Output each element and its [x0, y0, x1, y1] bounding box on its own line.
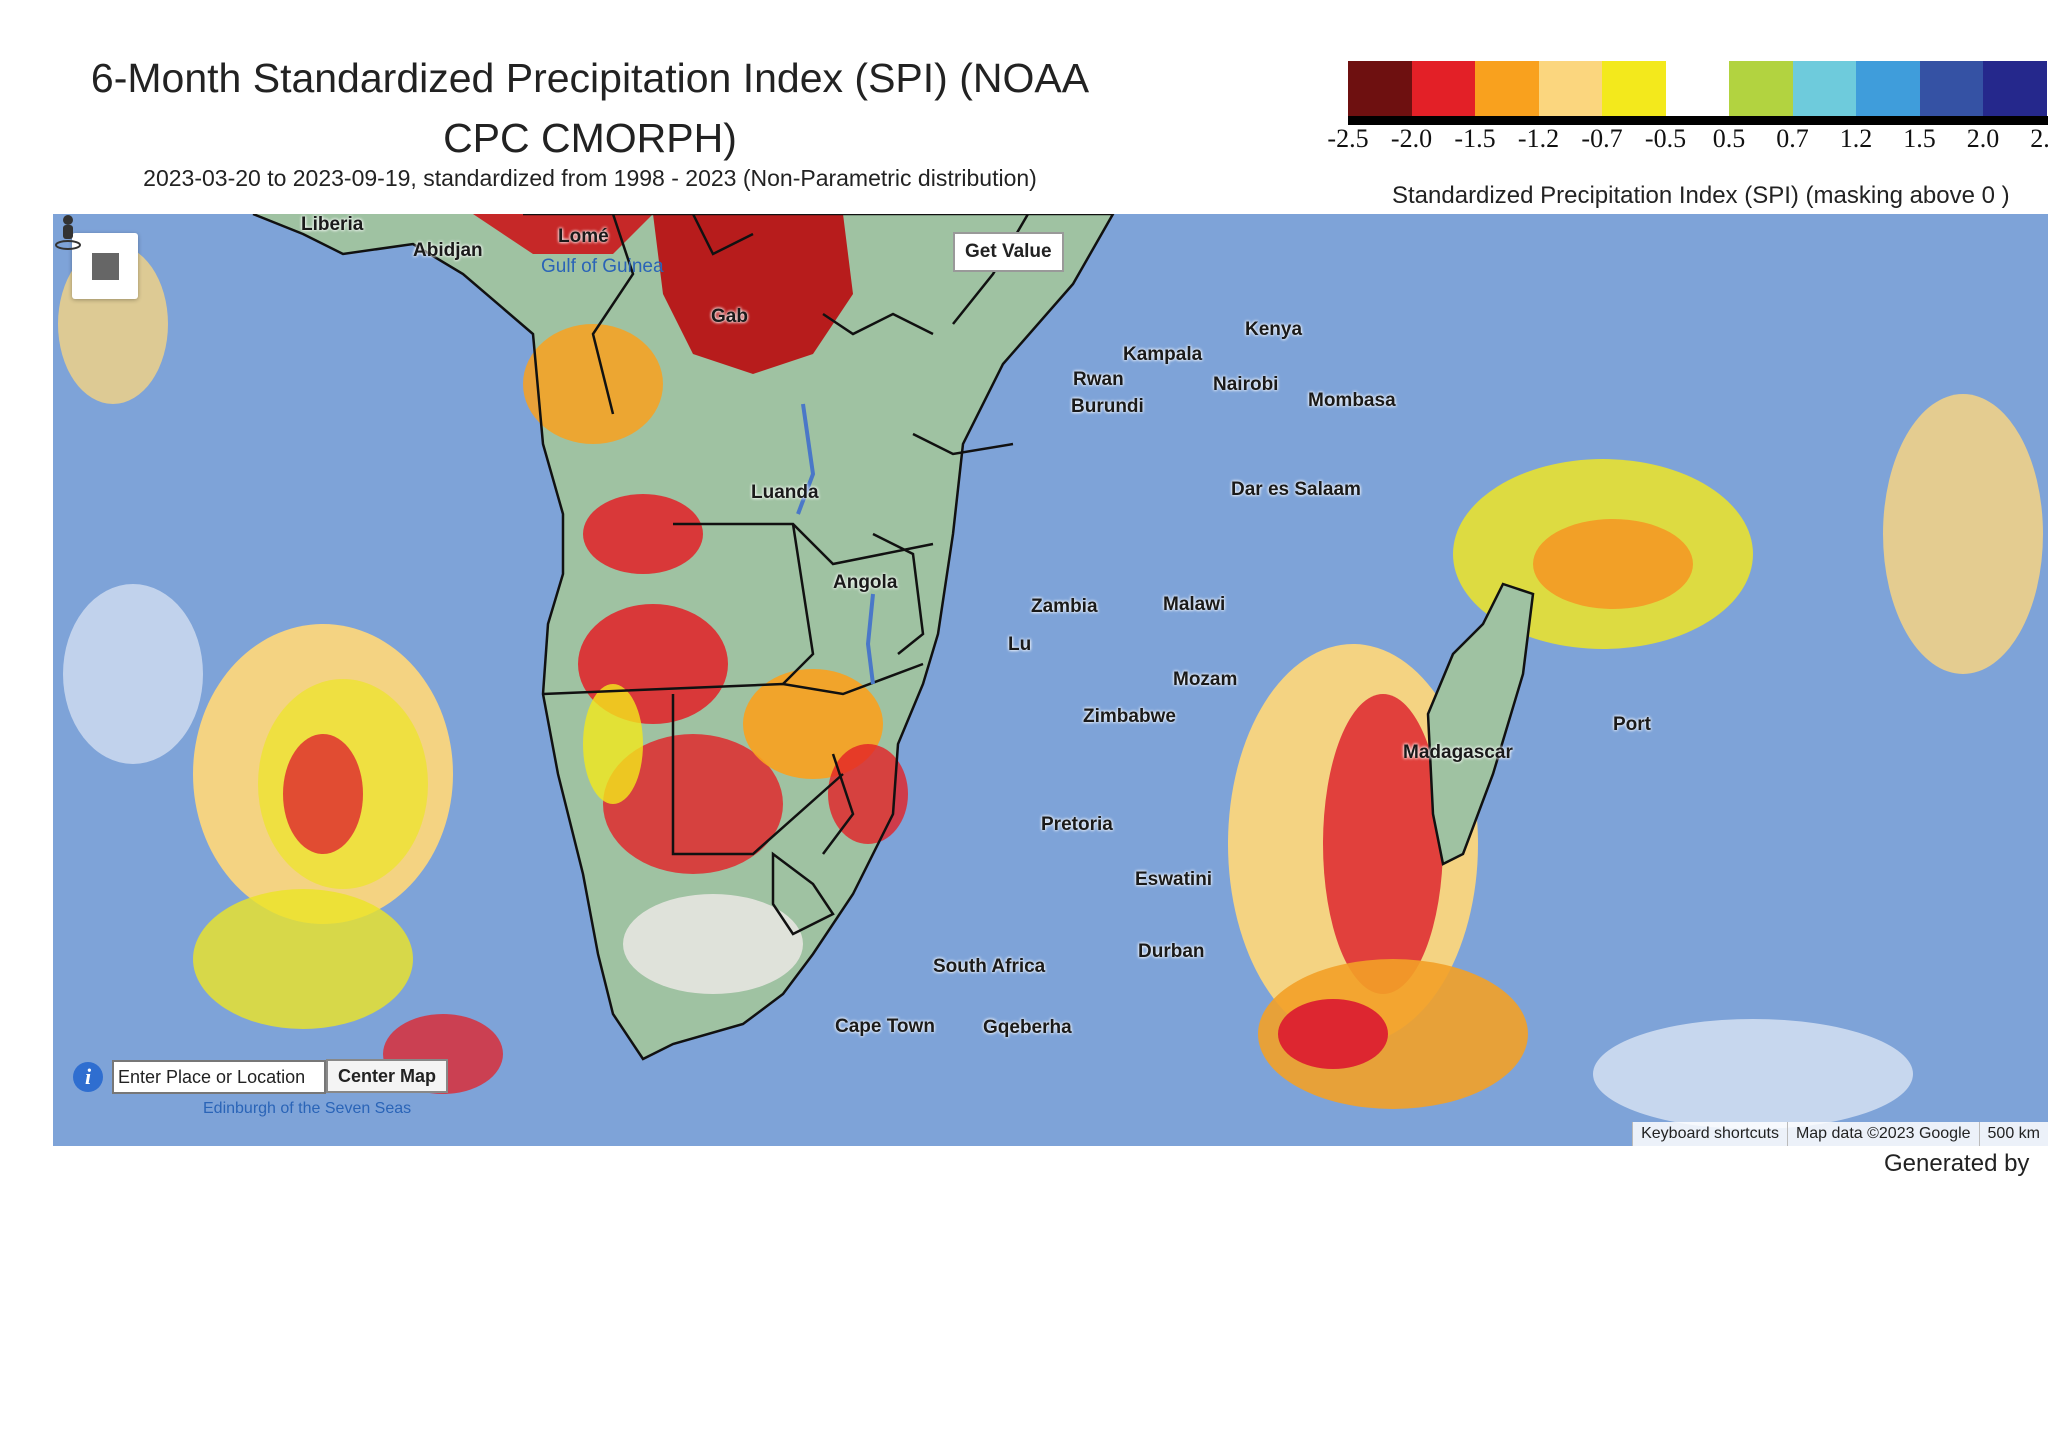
- label-liberia: Liberia: [301, 214, 364, 235]
- label-luanda: Luanda: [751, 482, 819, 503]
- map-title: 6-Month Standardized Precipitation Index…: [90, 55, 1090, 161]
- madagascar: [1426, 582, 1535, 866]
- legend-tick-label: 1.2: [1839, 124, 1873, 153]
- label-dar-es-salaam: Dar es Salaam: [1231, 479, 1361, 500]
- place-search-input[interactable]: [112, 1060, 326, 1094]
- legend-swatch: [1475, 61, 1539, 116]
- legend-tick-label: 0.7: [1776, 124, 1809, 153]
- label-nairobi: Nairobi: [1213, 374, 1279, 395]
- fullscreen-button[interactable]: [72, 233, 138, 299]
- legend-swatch: [1983, 61, 2047, 116]
- fullscreen-icon: [92, 253, 119, 280]
- map-scale[interactable]: 500 km: [1978, 1122, 2048, 1146]
- label-rwanda: Rwan: [1073, 369, 1124, 390]
- legend-tick-label: -1.5: [1454, 124, 1496, 153]
- legend-tick-label: -2.5: [1327, 124, 1369, 153]
- label-gulf-of-guinea: Gulf of Guinea: [541, 256, 664, 277]
- label-zimbabwe: Zimbabwe: [1083, 706, 1176, 727]
- label-kenya: Kenya: [1245, 319, 1303, 340]
- legend-swatch: [1602, 61, 1666, 116]
- legend-tick-label: 2.5: [2030, 124, 2048, 153]
- map-subtitle: 2023-03-20 to 2023-09-19, standardized f…: [143, 165, 1037, 191]
- label-kampala: Kampala: [1123, 344, 1203, 365]
- center-map-button[interactable]: Center Map: [326, 1059, 449, 1093]
- label-port-louis: Port: [1613, 714, 1651, 735]
- label-cape-town: Cape Town: [835, 1016, 935, 1037]
- legend-colorbar: [1348, 61, 2048, 125]
- label-eswatini: Eswatini: [1135, 869, 1213, 890]
- label-lome: Lomé: [558, 226, 609, 247]
- legend-swatch: [1792, 61, 1856, 116]
- map-footer: Keyboard shortcuts Map data ©2023 Google…: [1632, 1122, 2048, 1146]
- label-madagascar: Madagascar: [1403, 742, 1513, 763]
- legend-swatch: [1538, 61, 1602, 116]
- label-abidjan: Abidjan: [413, 240, 483, 261]
- legend-swatch: [1411, 61, 1475, 116]
- spi-map-layer: [53, 214, 2048, 1146]
- info-icon[interactable]: i: [73, 1062, 103, 1092]
- legend-tick-label: 2.0: [1966, 124, 2000, 153]
- legend-tick-label: -0.5: [1644, 124, 1687, 153]
- label-mozambique: Mozam: [1173, 669, 1238, 690]
- get-value-button[interactable]: Get Value: [953, 232, 1064, 272]
- label-zambia: Zambia: [1031, 596, 1098, 617]
- legend-tick-label: -2.0: [1390, 124, 1433, 153]
- label-gabon: Gab: [711, 306, 748, 327]
- legend-swatch: [1729, 61, 1793, 116]
- legend-ticks: -2.5 -2.0 -1.5 -1.2 -0.7 -0.5 0.5 0.7 1.2 1.5 2.0 2…: [0, 124, 2048, 154]
- label-burundi: Burundi: [1071, 396, 1144, 417]
- label-lusaka: Lu: [1008, 634, 1032, 655]
- legend-swatch: [1919, 61, 1983, 116]
- ocean-anomaly-west: [58, 244, 503, 1094]
- pegman-icon[interactable]: [53, 214, 83, 250]
- legend-swatch: [1856, 61, 1920, 116]
- label-mombasa: Mombasa: [1308, 390, 1396, 411]
- legend-tick-label: -1.2: [1517, 124, 1560, 153]
- legend-tick-label: 0.5: [1712, 124, 1746, 153]
- label-pretoria: Pretoria: [1041, 814, 1113, 835]
- label-tristan: Edinburgh of the Seven Seas: [203, 1100, 412, 1117]
- generated-by-text: Generated by: [1884, 1150, 2030, 1177]
- keyboard-shortcuts-link[interactable]: Keyboard shortcuts: [1632, 1122, 1787, 1146]
- map-data-credit[interactable]: Map data ©2023 Google: [1786, 1122, 1979, 1146]
- legend-title: Standardized Precipitation Index (SPI) (…: [1392, 182, 2010, 209]
- label-south-africa: South Africa: [933, 956, 1046, 977]
- legend-swatch: [1665, 61, 1729, 116]
- country-borders: [542, 214, 1030, 936]
- label-durban: Durban: [1138, 941, 1205, 962]
- legend-tick-label: -0.7: [1581, 124, 1623, 153]
- legend-swatch: [1348, 61, 1412, 116]
- label-angola: Angola: [833, 572, 898, 593]
- legend-tick-label: 1.5: [1903, 124, 1936, 153]
- label-malawi: Malawi: [1163, 594, 1226, 615]
- label-gqeberha: Gqeberha: [983, 1017, 1072, 1038]
- map-canvas[interactable]: Liberia Abidjan Lomé Gulf of Guinea Gab …: [53, 214, 2048, 1146]
